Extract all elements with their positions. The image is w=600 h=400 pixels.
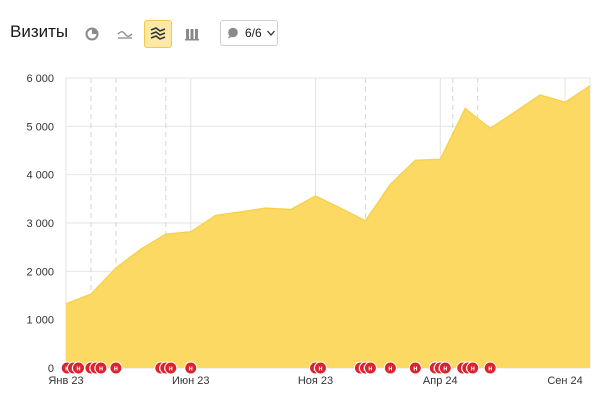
annotation-marker-label: н: [443, 366, 447, 373]
annotation-marker: [164, 361, 178, 375]
annotation-marker-label: н: [169, 366, 173, 373]
annotation-marker-label: н: [76, 366, 80, 373]
annotation-marker: [109, 361, 123, 375]
y-tick-label: 4 000: [26, 170, 54, 182]
stacked-area-icon: [150, 27, 166, 40]
bar-chart-button[interactable]: [178, 20, 206, 48]
notes-count: 6/6: [245, 26, 262, 40]
line-chart-button[interactable]: [111, 20, 139, 48]
x-tick-label: Ноя 23: [298, 375, 333, 387]
annotation-marker: [314, 361, 328, 375]
annotation-marker-label: н: [189, 366, 193, 373]
stacked-area-button[interactable]: [144, 20, 172, 48]
chart-title: Визиты: [10, 22, 69, 41]
annotation-marker: [483, 361, 497, 375]
y-tick-label: 3 000: [26, 218, 54, 230]
annotation-marker: [184, 361, 198, 375]
chart-toolbar: Визиты 6/6: [0, 18, 600, 48]
x-tick-label: Янв 23: [48, 375, 83, 387]
x-tick-label: Июн 23: [172, 375, 210, 387]
annotation-marker-label: н: [413, 366, 417, 373]
y-tick-label: 6 000: [26, 73, 54, 85]
y-tick-label: 2 000: [26, 266, 54, 278]
pie-chart-button[interactable]: [78, 20, 106, 48]
annotation-marker: [94, 361, 108, 375]
annotation-marker: [383, 361, 397, 375]
annotation-marker-label: н: [471, 366, 475, 373]
notes-select[interactable]: 6/6: [220, 20, 278, 46]
y-tick-label: 5 000: [26, 121, 54, 133]
y-tick-label: 0: [48, 363, 54, 375]
line-chart-icon: [117, 31, 133, 39]
annotation-marker-label: н: [488, 366, 492, 373]
annotation-marker: [363, 361, 377, 375]
comment-icon: [228, 27, 238, 39]
pie-chart-icon: [85, 27, 99, 41]
bar-chart-icon: [185, 29, 199, 41]
chevron-down-icon: [266, 30, 275, 36]
annotation-marker: [466, 361, 480, 375]
y-tick-label: 1 000: [26, 315, 54, 327]
annotation-marker-label: н: [318, 366, 322, 373]
annotation-marker-label: н: [114, 366, 118, 373]
series-line: [65, 85, 591, 305]
x-tick-label: Апр 24: [423, 375, 458, 387]
annotation-marker-label: н: [388, 366, 392, 373]
series-area: [66, 85, 590, 368]
annotation-marker: [408, 361, 422, 375]
annotation-marker-label: н: [368, 366, 372, 373]
annotation-marker-label: н: [99, 366, 103, 373]
annotation-marker: [438, 361, 452, 375]
x-tick-label: Сен 24: [547, 375, 582, 387]
